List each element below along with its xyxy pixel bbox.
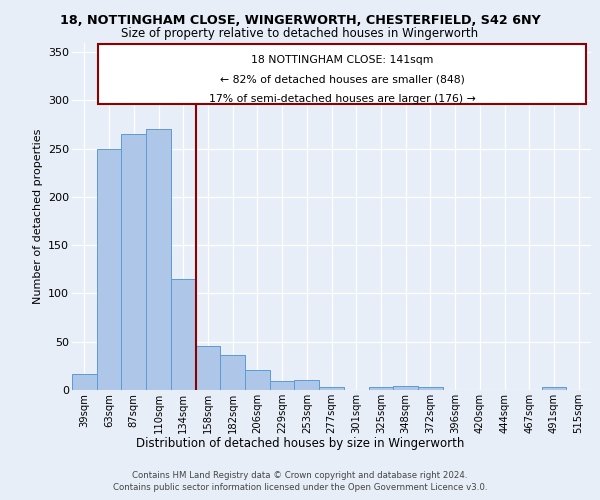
Bar xyxy=(245,370,270,390)
Text: Contains HM Land Registry data © Crown copyright and database right 2024.: Contains HM Land Registry data © Crown c… xyxy=(132,472,468,480)
FancyBboxPatch shape xyxy=(98,44,586,104)
Bar xyxy=(393,386,418,390)
Bar xyxy=(171,279,196,390)
Text: Distribution of detached houses by size in Wingerworth: Distribution of detached houses by size … xyxy=(136,438,464,450)
Text: Size of property relative to detached houses in Wingerworth: Size of property relative to detached ho… xyxy=(121,28,479,40)
Bar xyxy=(97,148,121,390)
Bar xyxy=(368,387,393,390)
Text: Contains public sector information licensed under the Open Government Licence v3: Contains public sector information licen… xyxy=(113,484,487,492)
Bar xyxy=(418,387,443,390)
Bar xyxy=(295,380,319,390)
Bar xyxy=(146,130,171,390)
Y-axis label: Number of detached properties: Number of detached properties xyxy=(32,128,43,304)
Bar xyxy=(196,346,220,390)
Bar xyxy=(542,387,566,390)
Text: 18 NOTTINGHAM CLOSE: 141sqm: 18 NOTTINGHAM CLOSE: 141sqm xyxy=(251,55,433,65)
Bar xyxy=(270,382,295,390)
Text: 17% of semi-detached houses are larger (176) →: 17% of semi-detached houses are larger (… xyxy=(209,94,475,104)
Bar xyxy=(220,355,245,390)
Bar xyxy=(319,387,344,390)
Bar xyxy=(72,374,97,390)
Text: ← 82% of detached houses are smaller (848): ← 82% of detached houses are smaller (84… xyxy=(220,74,464,85)
Bar xyxy=(121,134,146,390)
Text: 18, NOTTINGHAM CLOSE, WINGERWORTH, CHESTERFIELD, S42 6NY: 18, NOTTINGHAM CLOSE, WINGERWORTH, CHEST… xyxy=(59,14,541,27)
